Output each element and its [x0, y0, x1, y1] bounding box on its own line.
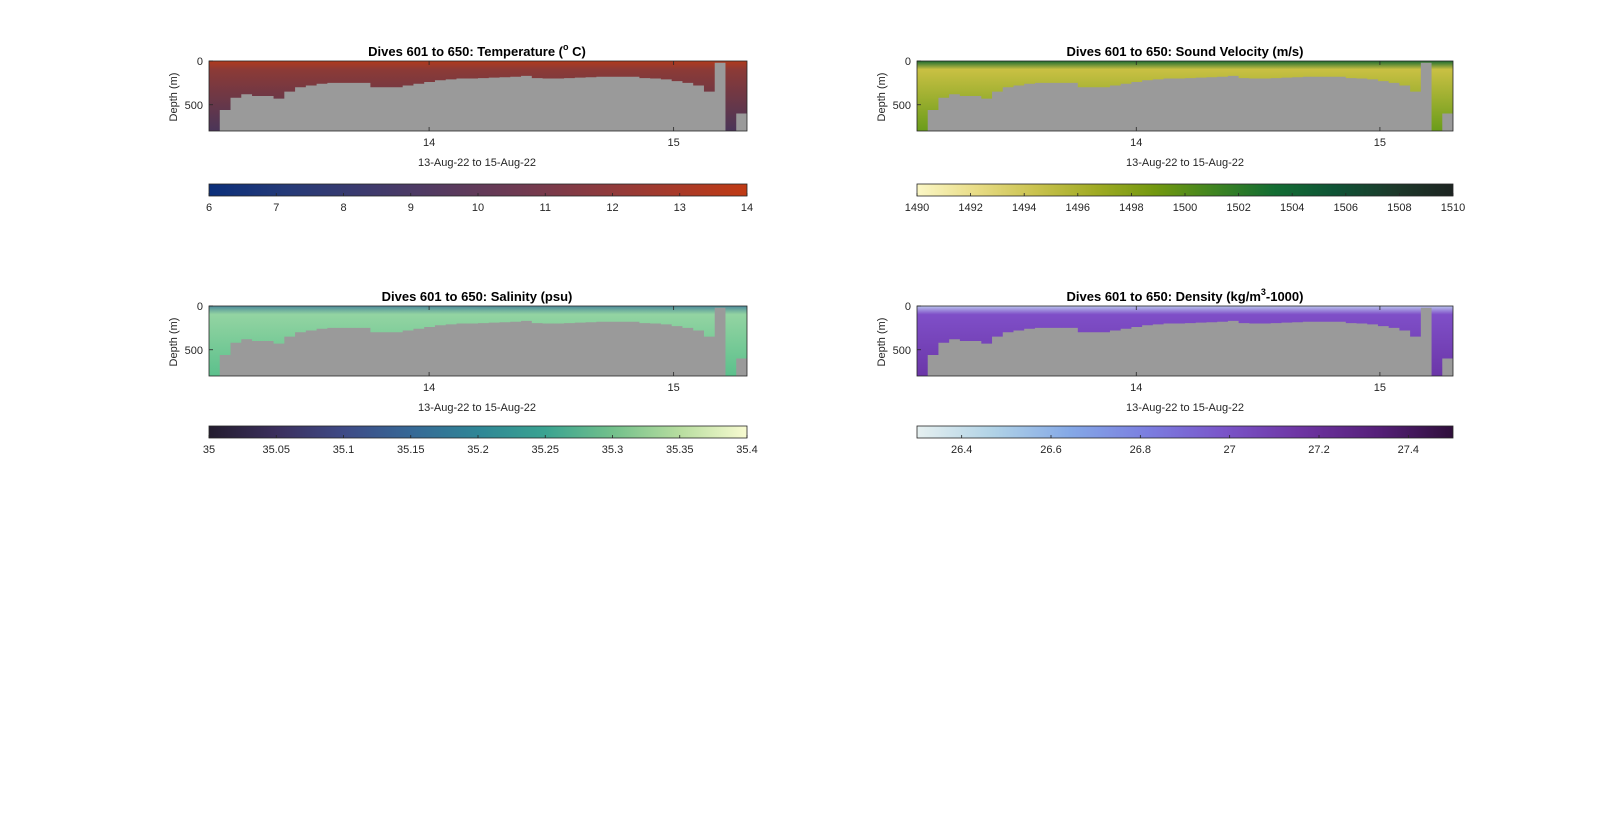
density-colorbar-tick-label: 26.6 [1040, 444, 1061, 456]
density-colorbar-tick-label: 26.8 [1130, 444, 1151, 456]
sound-velocity-ytick-label: 0 [905, 56, 911, 68]
salinity-colorbar-tick-label: 35.05 [262, 444, 290, 456]
salinity-colorbar-tick-label: 35.2 [467, 444, 488, 456]
temperature-panel: Dives 601 to 650: Temperature (o C) Dept… [168, 42, 753, 214]
temperature-colorbar-tick-label: 9 [408, 202, 414, 214]
temperature-colorbar-tick-label: 11 [540, 202, 551, 214]
temperature-ylabel: Depth (m) [168, 73, 180, 122]
temperature-colorbar-tick-label: 7 [273, 202, 279, 214]
temperature-xlabel: 13-Aug-22 to 15-Aug-22 [418, 157, 536, 169]
temperature-xtick-label: 14 [423, 137, 435, 149]
salinity-colorbar-tick-label: 35.35 [666, 444, 694, 456]
sound-velocity-xlabel: 13-Aug-22 to 15-Aug-22 [1126, 157, 1244, 169]
sound-velocity-colorbar-tick-label: 1510 [1441, 202, 1465, 214]
density-colorbar [916, 425, 1454, 439]
sound-velocity-colorbar-tick-label: 1490 [905, 202, 929, 214]
salinity-plot-area: 0 500 14 15 35 35.05 35.1 35.15 35.2 35.25 35.3 35.… [185, 301, 758, 456]
density-colorbar-tick-label: 27.2 [1308, 444, 1329, 456]
temperature-colorbar-tick-label: 14 [741, 202, 753, 214]
sound-velocity-colorbar-tick-label: 1498 [1119, 202, 1143, 214]
temperature-ytick-label: 0 [197, 56, 203, 68]
density-title: Dives 601 to 650: Density (kg/m3-1000) [1067, 287, 1304, 304]
density-no-data-mask [917, 307, 1453, 376]
sound-velocity-colorbar-tick-label: 1504 [1280, 202, 1304, 214]
sound-velocity-colorbar-tick-label: 1496 [1066, 202, 1090, 214]
salinity-xtick-label: 15 [668, 382, 680, 394]
sound-velocity-ylabel: Depth (m) [876, 73, 888, 122]
salinity-colorbar-tick-label: 35.15 [397, 444, 425, 456]
sound-velocity-colorbar-tick-label: 1502 [1226, 202, 1250, 214]
salinity-title: Dives 601 to 650: Salinity (psu) [382, 289, 573, 304]
temperature-plot-area: 0 500 14 15 6 7 8 9 10 11 12 13 14 [185, 56, 753, 214]
density-colorbar-tick-label: 26.4 [951, 444, 972, 456]
salinity-xtick-label: 14 [423, 382, 435, 394]
salinity-colorbar-tick-label: 35 [203, 444, 215, 456]
density-axes-box [916, 305, 1454, 377]
sound-velocity-colorbar-tick-label: 1506 [1334, 202, 1358, 214]
sound-velocity-colorbar-tick-label: 1500 [1173, 202, 1197, 214]
sound-velocity-xtick-label: 14 [1130, 137, 1142, 149]
density-panel: Dives 601 to 650: Density (kg/m3-1000) D… [876, 287, 1454, 456]
salinity-ytick-label: 0 [197, 301, 203, 313]
temperature-axes-box [208, 60, 748, 132]
salinity-ylabel: Depth (m) [168, 318, 180, 367]
density-ytick-label: 0 [905, 301, 911, 313]
sound-velocity-ytick-label: 500 [893, 100, 911, 112]
density-plot-area: 0 500 14 15 26.4 26.6 26.8 27 27.2 27.4 [893, 301, 1454, 456]
sound-velocity-colorbar-tick-label: 1508 [1387, 202, 1411, 214]
temperature-title: Dives 601 to 650: Temperature (o C) [368, 42, 586, 59]
temperature-no-data-mask [209, 62, 747, 131]
salinity-axes-box [208, 305, 748, 377]
temperature-colorbar-tick-label: 12 [606, 202, 618, 214]
temperature-colorbar-tick-label: 6 [206, 202, 212, 214]
temperature-colorbar-tick-label: 13 [674, 202, 686, 214]
density-colorbar-tick-label: 27.4 [1398, 444, 1419, 456]
density-ytick-label: 500 [893, 345, 911, 357]
salinity-xlabel: 13-Aug-22 to 15-Aug-22 [418, 402, 536, 414]
temperature-ytick-label: 500 [185, 100, 203, 112]
sound-velocity-axes-box [916, 60, 1454, 132]
sound-velocity-no-data-mask [917, 62, 1453, 131]
salinity-panel: Dives 601 to 650: Salinity (psu) Depth (… [168, 289, 758, 456]
sound-velocity-title: Dives 601 to 650: Sound Velocity (m/s) [1067, 44, 1304, 59]
salinity-ytick-label: 500 [185, 345, 203, 357]
sound-velocity-panel: Dives 601 to 650: Sound Velocity (m/s) D… [876, 44, 1465, 214]
sound-velocity-colorbar-tick-label: 1494 [1012, 202, 1036, 214]
density-colorbar-tick-label: 27 [1224, 444, 1236, 456]
salinity-colorbar-tick-label: 35.4 [736, 444, 757, 456]
temperature-colorbar-tick-label: 8 [340, 202, 346, 214]
temperature-colorbar-tick-label: 10 [472, 202, 484, 214]
density-xtick-label: 15 [1374, 382, 1386, 394]
salinity-colorbar-tick-label: 35.25 [531, 444, 559, 456]
salinity-colorbar-tick-label: 35.1 [333, 444, 354, 456]
temperature-xtick-label: 15 [668, 137, 680, 149]
sound-velocity-colorbar-tick-label: 1492 [958, 202, 982, 214]
sound-velocity-plot-area: 0 500 14 15 1490 1492 1494 1496 1498 1500 1502 1504… [893, 56, 1466, 214]
density-xlabel: 13-Aug-22 to 15-Aug-22 [1126, 402, 1244, 414]
salinity-colorbar-tick-label: 35.3 [602, 444, 623, 456]
density-xtick-label: 14 [1130, 382, 1142, 394]
density-ylabel: Depth (m) [876, 318, 888, 367]
salinity-no-data-mask [209, 307, 747, 376]
sound-velocity-xtick-label: 15 [1374, 137, 1386, 149]
